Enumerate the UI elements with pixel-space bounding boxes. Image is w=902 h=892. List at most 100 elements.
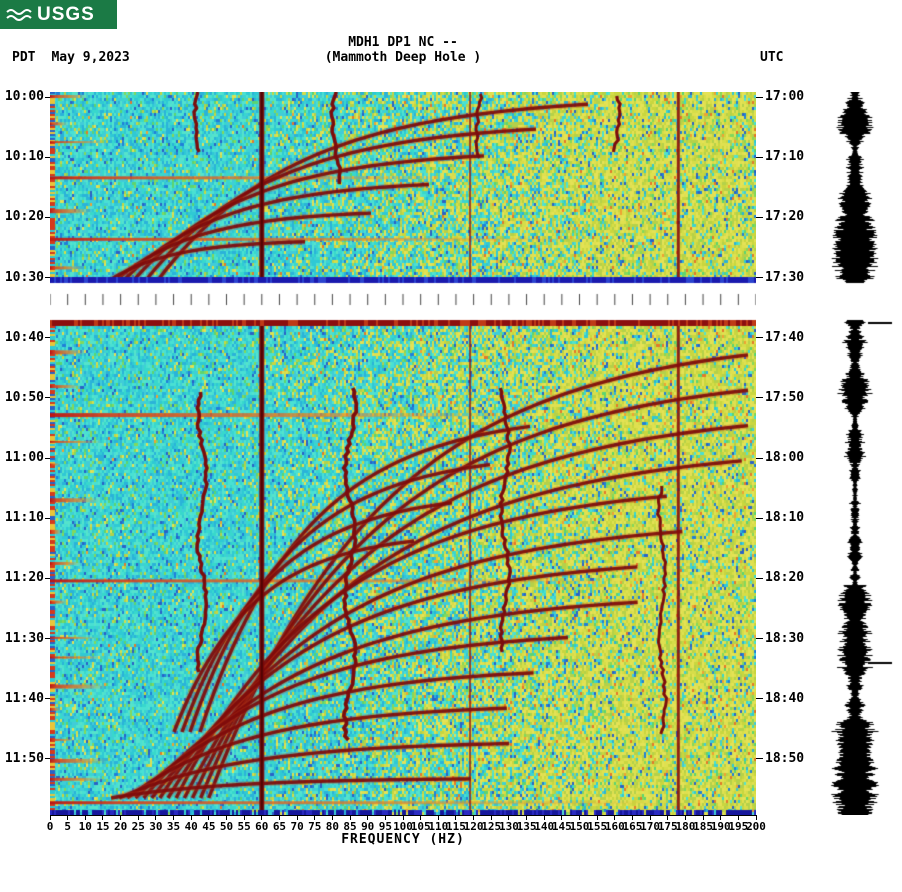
frequency-axis-title: FREQUENCY (HZ) bbox=[341, 832, 465, 847]
left-time-label: 10:50 bbox=[4, 389, 44, 405]
freq-tick-label: 185 bbox=[693, 820, 713, 833]
freq-tick bbox=[631, 816, 633, 820]
freq-tick bbox=[490, 816, 492, 820]
frequency-axis-line bbox=[50, 815, 757, 816]
left-time-tick bbox=[45, 457, 50, 459]
freq-tick-label: 35 bbox=[166, 820, 181, 833]
freq-tick bbox=[102, 816, 104, 820]
freq-tick-label: 0 bbox=[46, 820, 54, 833]
freq-tick-label: 120 bbox=[463, 820, 484, 833]
right-time-tick bbox=[756, 96, 763, 98]
freq-tick bbox=[367, 816, 369, 820]
freq-tick bbox=[243, 816, 245, 820]
freq-tick-label: 80 bbox=[325, 820, 340, 833]
usgs-logo-text: USGS bbox=[37, 4, 95, 25]
freq-tick bbox=[190, 816, 192, 820]
freq-tick-label: 55 bbox=[237, 820, 251, 833]
freq-tick bbox=[737, 816, 739, 820]
freq-tick-label: 135 bbox=[516, 820, 537, 833]
freq-tick bbox=[420, 816, 422, 820]
freq-tick bbox=[508, 816, 510, 820]
freq-tick-label: 165 bbox=[622, 820, 643, 833]
freq-tick-label: 70 bbox=[290, 820, 304, 833]
freq-tick bbox=[349, 816, 351, 820]
freq-tick bbox=[526, 816, 528, 820]
freq-tick bbox=[155, 816, 157, 820]
freq-tick-label: 85 bbox=[343, 820, 357, 833]
left-time-tick bbox=[45, 577, 50, 579]
left-time-label: 11:50 bbox=[4, 750, 44, 766]
freq-tick bbox=[579, 816, 580, 820]
freq-tick bbox=[49, 816, 51, 820]
freq-tick bbox=[702, 816, 704, 820]
freq-tick bbox=[561, 816, 563, 820]
freq-tick-label: 145 bbox=[551, 820, 572, 833]
right-time-tick bbox=[756, 457, 763, 459]
seismogram-trace-canvas bbox=[828, 92, 898, 815]
left-time-tick bbox=[45, 277, 50, 279]
usgs-logo: USGS bbox=[0, 0, 117, 29]
left-time-tick bbox=[45, 216, 50, 218]
freq-tick-label: 175 bbox=[657, 820, 678, 833]
left-time-tick bbox=[45, 397, 50, 399]
right-time-label: 17:30 bbox=[765, 269, 805, 285]
left-time-label: 10:20 bbox=[4, 209, 44, 225]
freq-tick bbox=[437, 816, 439, 820]
freq-tick bbox=[649, 816, 651, 820]
freq-tick bbox=[596, 816, 598, 820]
freq-tick bbox=[314, 816, 316, 820]
freq-tick-label: 190 bbox=[710, 820, 731, 833]
station-name-subtitle: (Mammoth Deep Hole ) bbox=[324, 50, 482, 65]
freq-tick bbox=[296, 816, 298, 820]
left-time-label: 11:30 bbox=[4, 630, 44, 646]
left-time-label: 10:30 bbox=[4, 269, 44, 285]
left-time-label: 11:20 bbox=[4, 570, 44, 586]
freq-tick-label: 115 bbox=[446, 820, 466, 833]
left-time-label: 10:10 bbox=[4, 149, 44, 165]
right-time-tick bbox=[756, 517, 763, 519]
usgs-wave-icon bbox=[6, 8, 32, 21]
freq-tick-label: 30 bbox=[149, 820, 163, 833]
freq-tick bbox=[173, 816, 175, 820]
right-time-tick bbox=[756, 698, 763, 700]
left-time-tick bbox=[45, 156, 50, 158]
freq-tick-label: 170 bbox=[640, 820, 661, 833]
freq-tick bbox=[720, 816, 722, 820]
freq-tick-label: 20 bbox=[113, 820, 128, 833]
freq-tick bbox=[226, 816, 227, 820]
right-time-label: 18:40 bbox=[765, 690, 805, 706]
freq-tick bbox=[614, 816, 616, 820]
freq-tick-label: 180 bbox=[675, 820, 696, 833]
left-time-tick bbox=[45, 517, 50, 519]
freq-tick-label: 155 bbox=[587, 820, 608, 833]
freq-tick bbox=[755, 816, 757, 820]
freq-tick bbox=[120, 816, 122, 820]
freq-tick-label: 5 bbox=[64, 820, 71, 833]
right-time-tick bbox=[756, 337, 763, 339]
freq-tick bbox=[402, 816, 404, 820]
freq-tick bbox=[67, 816, 69, 820]
freq-tick bbox=[261, 816, 263, 820]
right-time-label: 17:40 bbox=[765, 329, 805, 345]
left-time-label: 10:40 bbox=[4, 329, 44, 345]
freq-tick-label: 160 bbox=[604, 820, 625, 833]
date-label: May 9,2023 bbox=[51, 50, 130, 65]
left-time-label: 11:00 bbox=[4, 450, 44, 466]
left-time-label: 10:00 bbox=[4, 89, 44, 104]
freq-tick-label: 110 bbox=[428, 820, 449, 833]
freq-tick-label: 105 bbox=[410, 820, 431, 833]
freq-tick-label: 130 bbox=[498, 820, 519, 833]
right-time-tick bbox=[756, 577, 763, 579]
left-time-label: 11:10 bbox=[4, 510, 44, 526]
freq-tick-label: 15 bbox=[96, 820, 110, 833]
timezone-left-label: PDT bbox=[12, 50, 36, 65]
freq-tick bbox=[684, 816, 686, 820]
freq-tick bbox=[455, 816, 457, 820]
freq-tick bbox=[543, 816, 545, 820]
right-time-tick bbox=[756, 758, 763, 760]
right-time-tick bbox=[756, 397, 763, 399]
right-time-label: 18:30 bbox=[765, 630, 805, 646]
freq-tick-label: 90 bbox=[361, 820, 375, 833]
freq-tick-label: 10 bbox=[78, 820, 92, 833]
